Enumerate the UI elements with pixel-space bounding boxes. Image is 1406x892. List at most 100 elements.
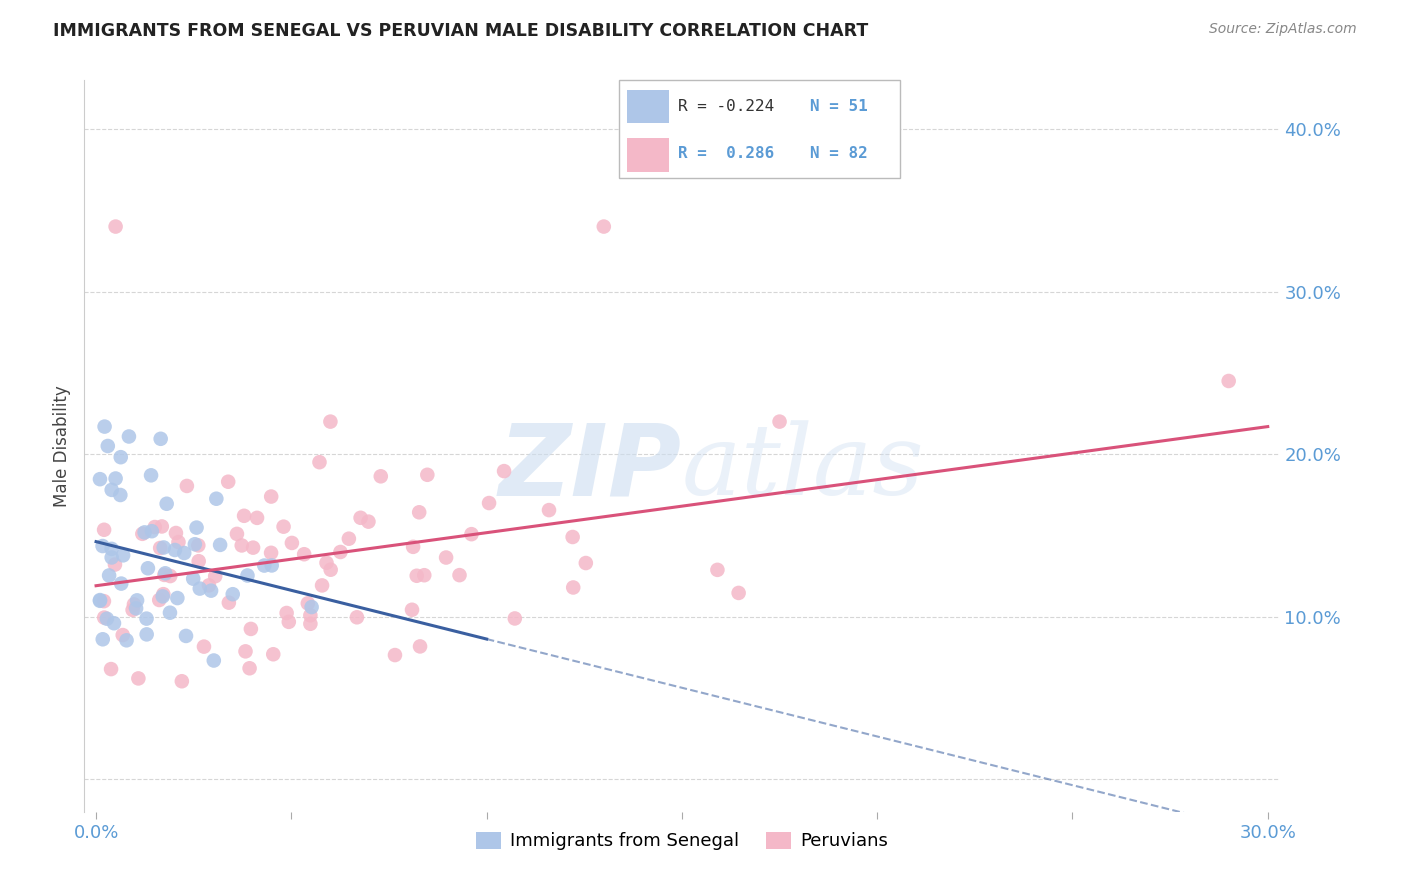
Point <box>297 596 319 610</box>
Point <box>159 606 181 620</box>
Point <box>1218 374 1240 388</box>
Point <box>135 612 157 626</box>
Point <box>167 535 190 549</box>
FancyBboxPatch shape <box>627 138 669 171</box>
Point <box>135 627 157 641</box>
Point <box>315 556 337 570</box>
Point <box>768 415 790 429</box>
Text: N = 51: N = 51 <box>810 99 868 114</box>
Point <box>96 612 118 626</box>
FancyBboxPatch shape <box>619 80 900 178</box>
Point <box>198 578 221 592</box>
Point <box>104 471 127 485</box>
Point <box>134 525 156 540</box>
Point <box>93 610 115 624</box>
Point <box>141 524 163 538</box>
Point <box>184 537 207 551</box>
Point <box>89 472 111 486</box>
Point <box>301 600 323 615</box>
Point <box>100 541 122 556</box>
Point <box>170 674 193 689</box>
Point <box>277 615 299 629</box>
Point <box>299 608 322 623</box>
Point <box>110 576 132 591</box>
Point <box>159 569 181 583</box>
Point <box>226 527 249 541</box>
Point <box>409 640 432 654</box>
Point <box>276 606 298 620</box>
Point <box>121 603 143 617</box>
Text: R =  0.286: R = 0.286 <box>678 146 773 161</box>
Point <box>155 566 177 581</box>
Point <box>384 648 406 662</box>
Point <box>152 587 174 601</box>
Point <box>242 541 264 555</box>
Point <box>706 563 728 577</box>
Point <box>149 541 172 555</box>
Point <box>173 546 195 560</box>
Point <box>174 629 197 643</box>
Point <box>346 610 368 624</box>
Point <box>292 547 315 561</box>
Point <box>217 475 239 489</box>
Point <box>187 538 209 552</box>
Text: N = 82: N = 82 <box>810 146 868 161</box>
Point <box>235 644 257 658</box>
Point <box>136 561 159 575</box>
Point <box>152 590 174 604</box>
Point <box>112 549 135 563</box>
Text: atlas: atlas <box>682 420 925 516</box>
Point <box>562 581 585 595</box>
Point <box>319 563 342 577</box>
Point <box>405 568 427 582</box>
Point <box>181 572 204 586</box>
Point <box>402 540 425 554</box>
Point <box>370 469 392 483</box>
Point <box>104 558 127 572</box>
Point <box>260 490 283 504</box>
Point <box>150 519 173 533</box>
Point <box>416 467 439 482</box>
Point <box>494 464 516 478</box>
Point <box>233 508 256 523</box>
Point <box>153 568 176 582</box>
Point <box>188 582 211 596</box>
Point <box>127 672 149 686</box>
Point <box>253 558 276 573</box>
Point <box>148 593 170 607</box>
Point <box>204 569 226 583</box>
Point <box>89 594 111 608</box>
Point <box>163 543 186 558</box>
Point <box>503 611 526 625</box>
Point <box>91 539 114 553</box>
Point <box>209 538 232 552</box>
Point <box>104 219 127 234</box>
Point <box>329 545 352 559</box>
Point <box>103 616 125 631</box>
Point <box>413 568 436 582</box>
Point <box>239 661 262 675</box>
Point <box>337 532 360 546</box>
Point <box>537 503 560 517</box>
Point <box>111 628 134 642</box>
Point <box>222 587 245 601</box>
Point <box>218 596 240 610</box>
Point <box>166 591 188 605</box>
Point <box>281 536 304 550</box>
Point <box>152 541 174 555</box>
Point <box>100 483 122 497</box>
Point <box>156 497 179 511</box>
Point <box>246 511 269 525</box>
Point <box>575 556 598 570</box>
Point <box>187 554 209 568</box>
Point <box>110 450 132 465</box>
Point <box>186 520 208 534</box>
Point <box>727 586 749 600</box>
Point <box>231 538 253 552</box>
Point <box>205 491 228 506</box>
Point <box>115 633 138 648</box>
Point <box>478 496 501 510</box>
Text: R = -0.224: R = -0.224 <box>678 99 773 114</box>
Point <box>408 505 430 519</box>
Point <box>131 526 153 541</box>
